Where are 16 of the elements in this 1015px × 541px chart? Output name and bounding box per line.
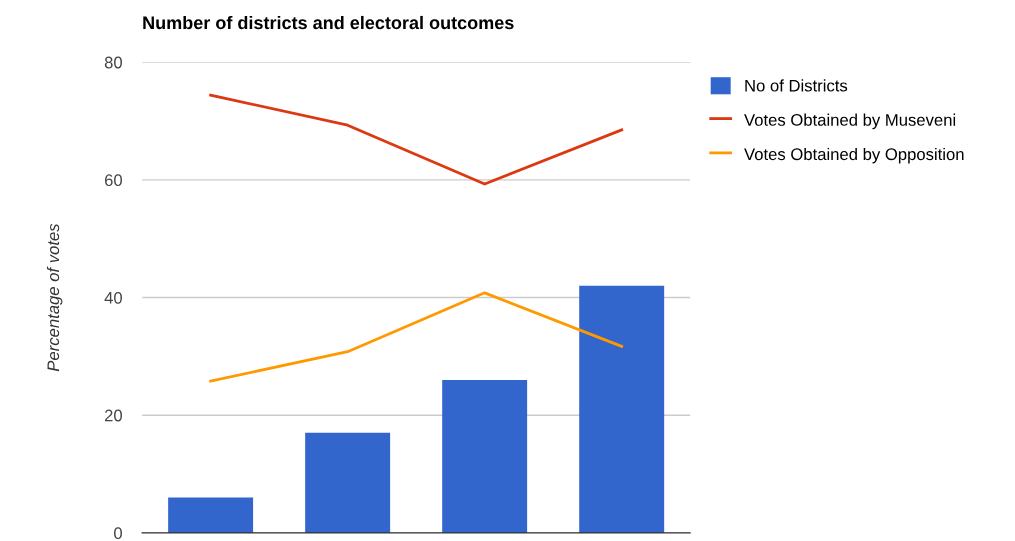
bar: [168, 497, 254, 533]
line-series: [209, 291, 624, 383]
chart-title: Number of districts and electoral outcomes: [143, 15, 514, 30]
y-tick-label: 40: [104, 291, 123, 304]
bar: [442, 379, 528, 533]
legend-label: No of Districts: [745, 79, 848, 92]
line-series: [209, 93, 624, 186]
legend-label: Votes Obtained by Museveni: [744, 113, 956, 130]
legend-label: Votes Obtained by Opposition: [744, 147, 964, 164]
bar: [305, 432, 391, 533]
y-tick-label: 20: [104, 409, 123, 422]
y-axis-title: Percentage of votes: [46, 223, 63, 372]
bar: [579, 285, 665, 533]
y-tick-label: 80: [104, 56, 123, 69]
y-tick-label: 60: [104, 174, 123, 187]
y-tick-label: 0: [114, 527, 122, 540]
